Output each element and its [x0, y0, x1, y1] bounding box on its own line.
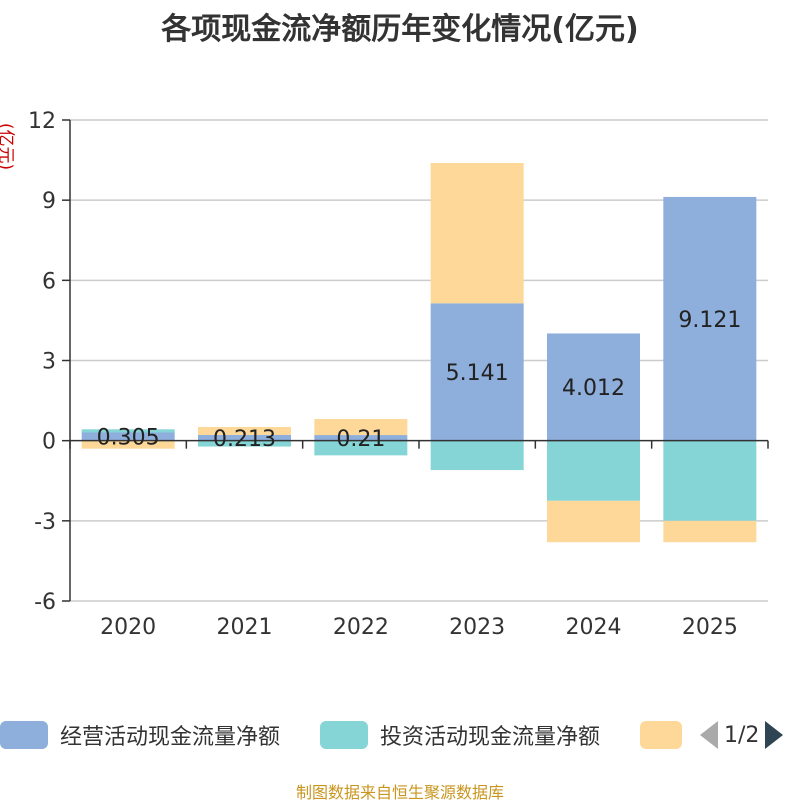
x-tick-label: 2020	[100, 615, 156, 640]
y-tick-label: 0	[42, 430, 56, 455]
bar-2020-series-1[interactable]	[81, 429, 175, 433]
legend-swatch-operating	[0, 721, 48, 749]
data-label-2024: 4.012	[562, 376, 625, 401]
bars	[81, 162, 757, 543]
data-source: 制图数据来自恒生聚源数据库	[295, 783, 504, 802]
y-tick-label: 3	[42, 350, 56, 375]
bar-2024-series-0[interactable]	[547, 333, 640, 441]
y-tick-label: 12	[28, 109, 56, 134]
bar-2022-series-1[interactable]	[314, 440, 408, 456]
data-label-2025: 9.121	[678, 308, 741, 333]
y-tick-label: -6	[34, 590, 56, 615]
bar-2021-series-2[interactable]	[198, 426, 291, 435]
legend-prev-icon[interactable]	[700, 721, 718, 749]
x-tick-label: 2025	[682, 615, 738, 640]
x-tick-label: 2022	[333, 615, 389, 640]
axes: 12 9 6 3 0 -3 -6 2020 2021 2022 2023 2024 2025	[28, 109, 769, 640]
data-labels: 0.305 0.213 0.21 5.141 4.012 9.121	[97, 308, 742, 452]
bar-2024-series-2[interactable]	[547, 500, 640, 543]
bar-2020-series-0[interactable]	[81, 432, 175, 441]
data-label-2023: 5.141	[446, 361, 509, 386]
data-label-2020: 0.305	[97, 426, 160, 451]
data-label-2022: 0.21	[336, 427, 385, 452]
legend: 经营活动现金流量净额 投资活动现金流量净额 1/2	[0, 718, 800, 752]
legend-pager: 1/2	[700, 718, 784, 752]
bar-2023-series-0[interactable]	[430, 303, 524, 441]
x-tick-label: 2021	[217, 615, 273, 640]
bar-2021-series-1[interactable]	[198, 440, 291, 447]
x-tick-label: 2023	[449, 615, 505, 640]
legend-next-icon[interactable]	[765, 721, 784, 749]
legend-item-operating[interactable]: 经营活动现金流量净额	[0, 718, 280, 752]
y-tick-label: 9	[42, 189, 56, 214]
legend-label-investing: 投资活动现金流量净额	[380, 725, 601, 750]
bar-2024-series-1[interactable]	[547, 440, 640, 501]
legend-swatch-financing	[640, 721, 682, 749]
bar-2023-series-2[interactable]	[430, 162, 524, 304]
x-tick-label: 2024	[566, 615, 622, 640]
legend-item-financing[interactable]	[640, 718, 694, 752]
bar-2025-series-0[interactable]	[663, 196, 757, 441]
chart-area: 12 9 6 3 0 -3 -6 2020 2021 2022 2023 2024 2025 0.305…	[28, 109, 769, 640]
chart-title: 各项现金流净额历年变化情况(亿元)	[161, 12, 639, 47]
legend-page-indicator: 1/2	[724, 722, 760, 748]
bar-2025-series-2[interactable]	[663, 520, 757, 543]
legend-label-operating: 经营活动现金流量净额	[60, 725, 281, 750]
legend-item-investing[interactable]: 投资活动现金流量净额	[320, 718, 600, 752]
bar-2022-series-2[interactable]	[314, 419, 408, 436]
legend-swatch-investing	[320, 721, 368, 749]
gridlines	[70, 119, 768, 602]
y-tick-label: -3	[34, 510, 56, 535]
bar-2020-series-2[interactable]	[81, 440, 175, 449]
bar-2023-series-1[interactable]	[430, 440, 524, 471]
data-label-2021: 0.213	[213, 427, 276, 452]
bar-2022-series-0[interactable]	[314, 435, 408, 441]
y-tick-label: 6	[42, 269, 56, 294]
bar-2025-series-1[interactable]	[663, 440, 757, 521]
bar-2021-series-0[interactable]	[198, 434, 291, 441]
